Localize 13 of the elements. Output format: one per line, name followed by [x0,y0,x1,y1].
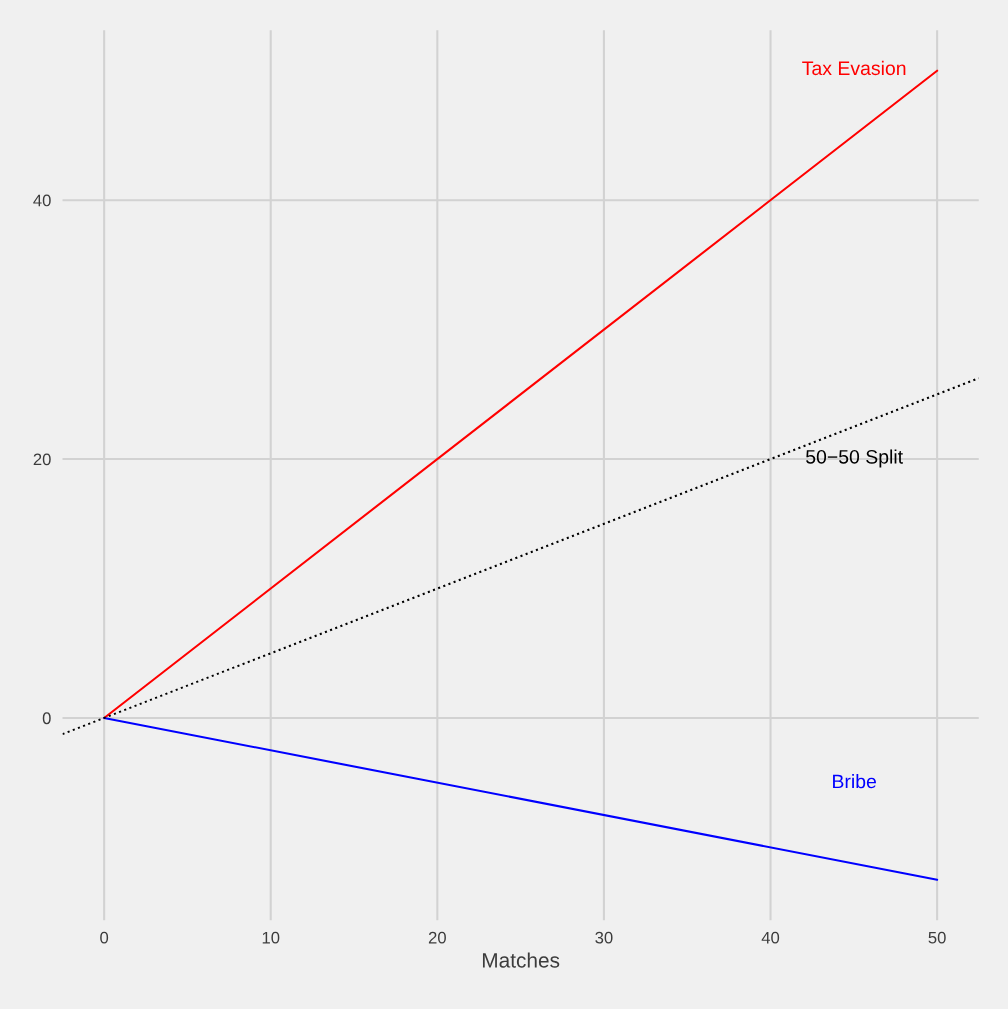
y-tick-label: 40 [33,194,51,207]
x-tick-label: 30 [595,931,613,944]
x-tick-label: 50 [928,931,946,944]
series-label: Tax Evasion [802,60,906,76]
y-tick-label: 0 [42,712,51,725]
series-label: 50−50 Split [806,449,903,468]
y-tick-label: 20 [33,453,51,466]
x-tick-label: 20 [428,931,446,944]
x-tick-label: 0 [100,931,109,944]
x-tick-label: 40 [761,931,780,944]
x-axis-title: Matches [482,952,560,968]
x-tick-label: 10 [262,931,280,944]
text: Bribe [833,774,876,789]
